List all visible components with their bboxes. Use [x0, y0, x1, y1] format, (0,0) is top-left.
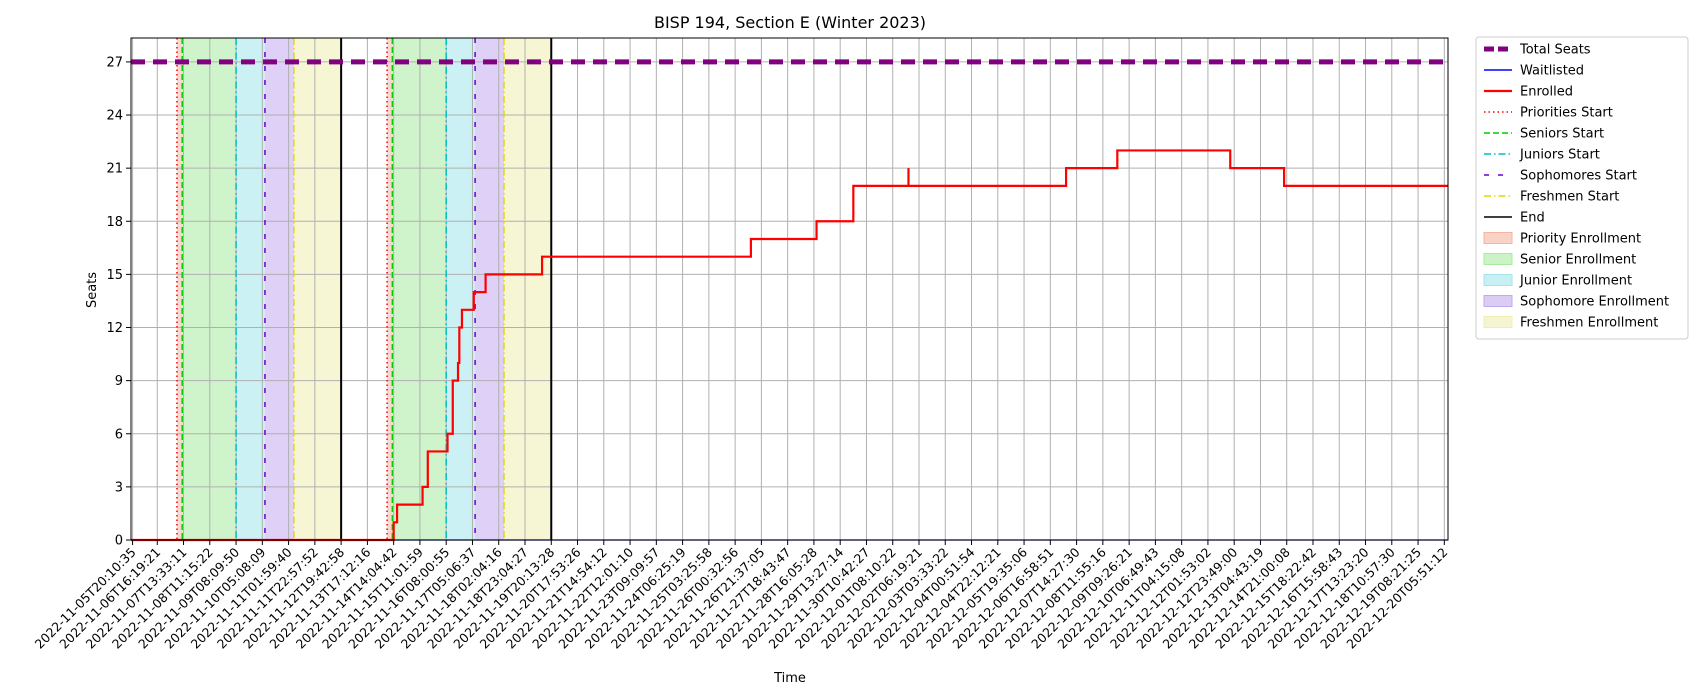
- legend-label-waitlisted: Waitlisted: [1520, 64, 1584, 79]
- band-sophomore-enrollment: [475, 38, 504, 540]
- band-priority-enrollment: [176, 38, 183, 540]
- y-tick-label: 12: [106, 321, 123, 336]
- band-freshmen-enrollment: [503, 38, 552, 540]
- legend-label-sophomores-start: Sophomores Start: [1520, 169, 1637, 184]
- legend-swatch-junior-enrollment: [1483, 274, 1513, 286]
- chart-title: BISP 194, Section E (Winter 2023): [654, 13, 926, 32]
- legend-label-sophomore-enrollment: Sophomore Enrollment: [1520, 295, 1669, 310]
- legend-label-priority-enrollment: Priority Enrollment: [1520, 232, 1641, 247]
- legend-swatch-priority-enrollment: [1483, 232, 1513, 244]
- y-tick-label: 15: [106, 268, 123, 283]
- y-tick-label: 24: [106, 109, 123, 124]
- legend-label-juniors-start: Juniors Start: [1519, 148, 1600, 163]
- legend-label-freshmen-start: Freshmen Start: [1520, 190, 1619, 205]
- legend-label-seniors-start: Seniors Start: [1520, 127, 1604, 142]
- legend-label-total-seats: Total Seats: [1519, 43, 1591, 58]
- legend-label-priorities-start: Priorities Start: [1520, 106, 1613, 121]
- legend-label-junior-enrollment: Junior Enrollment: [1519, 274, 1632, 289]
- legend-label-freshmen-enrollment: Freshmen Enrollment: [1520, 316, 1658, 331]
- y-tick-label: 18: [106, 215, 123, 230]
- y-tick-label: 3: [115, 480, 123, 495]
- y-tick-label: 6: [115, 427, 123, 442]
- legend-label-end: End: [1520, 211, 1545, 226]
- band-priority-enrollment: [387, 38, 393, 540]
- legend-label-senior-enrollment: Senior Enrollment: [1520, 253, 1636, 268]
- band-sophomore-enrollment: [264, 38, 294, 540]
- y-axis-label: Seats: [85, 272, 100, 308]
- band-junior-enrollment: [446, 38, 476, 540]
- legend: Total Seats Waitlisted Enrolled Priorities …: [1475, 36, 1689, 340]
- axes-frame: [130, 37, 1449, 541]
- legend-swatch-senior-enrollment: [1483, 253, 1513, 265]
- band-freshmen-enrollment: [293, 38, 342, 540]
- band-senior-enrollment: [392, 38, 447, 540]
- legend-frame: [1475, 36, 1689, 340]
- plot-area: 03691215182124272022-11-05T20:10:352022-…: [32, 37, 1450, 652]
- legend-swatch-freshmen-enrollment: [1483, 316, 1513, 328]
- x-axis-label: Time: [773, 671, 806, 686]
- y-tick-label: 21: [106, 162, 123, 177]
- legend-label-enrolled: Enrolled: [1520, 85, 1573, 100]
- y-tick-label: 9: [115, 374, 123, 389]
- band-senior-enrollment: [182, 38, 237, 540]
- series-enrolled: [131, 149, 1448, 542]
- band-junior-enrollment: [236, 38, 265, 540]
- y-tick-label: 0: [115, 534, 123, 549]
- legend-swatch-sophomore-enrollment: [1483, 295, 1513, 307]
- y-tick-label: 27: [106, 55, 123, 70]
